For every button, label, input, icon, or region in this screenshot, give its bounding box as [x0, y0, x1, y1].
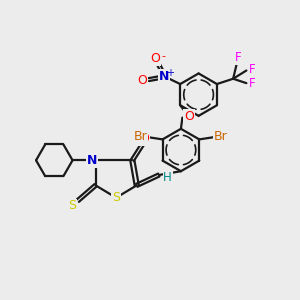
Text: S: S [112, 191, 120, 204]
Text: O: O [150, 52, 160, 65]
Text: F: F [235, 51, 241, 64]
Text: Br: Br [214, 130, 228, 143]
Text: S: S [69, 200, 76, 212]
Text: O: O [184, 110, 194, 123]
Text: N: N [87, 154, 97, 167]
Text: -: - [162, 51, 166, 61]
Text: F: F [249, 63, 256, 76]
Text: Br: Br [134, 130, 148, 143]
Text: O: O [137, 74, 147, 87]
Text: +: + [166, 68, 174, 78]
Text: N: N [159, 70, 169, 83]
Text: H: H [163, 171, 172, 184]
Text: O: O [139, 132, 149, 145]
Text: F: F [249, 77, 256, 90]
